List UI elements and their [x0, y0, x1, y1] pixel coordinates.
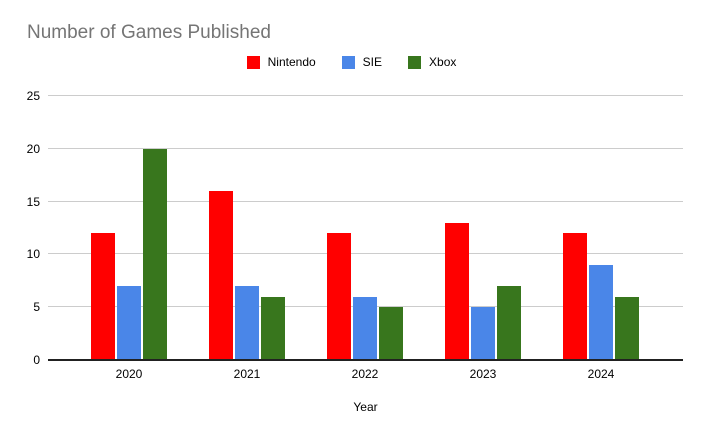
y-tick-label-20: 20: [26, 141, 40, 156]
legend-item-sie[interactable]: SIE: [341, 55, 383, 69]
x-axis-baseline: [48, 359, 683, 361]
gridline-10: [48, 253, 683, 255]
x-tick-label-2021: 2021: [233, 367, 261, 381]
bar-sie-2023[interactable]: [471, 307, 495, 360]
bar-xbox-2021[interactable]: [261, 296, 285, 360]
legend: Nintendo SIE Xbox: [0, 55, 703, 69]
bar-nintendo-2024[interactable]: [563, 233, 587, 360]
legend-label: Nintendo: [267, 55, 316, 69]
bar-sie-2022[interactable]: [353, 296, 377, 360]
x-tick-label-2024: 2024: [587, 367, 615, 381]
y-tick-label-15: 15: [26, 194, 40, 209]
bar-sie-2024[interactable]: [589, 264, 613, 360]
bar-group-2022: [306, 96, 424, 360]
y-tick-label-10: 10: [26, 247, 40, 262]
y-tick-label-5: 5: [33, 300, 40, 315]
x-axis-labels: 2020 2021 2022 2023 2024: [70, 367, 660, 381]
legend-label: Xbox: [429, 55, 457, 69]
bar-group-2020: [70, 96, 188, 360]
gridline-25: [48, 95, 683, 96]
legend-swatch-sie: [341, 55, 355, 69]
legend-label: SIE: [362, 55, 383, 69]
bar-nintendo-2022[interactable]: [327, 233, 351, 360]
bar-xbox-2020[interactable]: [143, 148, 167, 360]
bar-group-2024: [542, 96, 660, 360]
gridline-20: [48, 147, 683, 149]
x-tick-label-2023: 2023: [469, 367, 497, 381]
bar-sie-2021[interactable]: [235, 286, 259, 360]
bars-container: [70, 96, 660, 360]
gridline-15: [48, 200, 683, 202]
y-tick-label-0: 0: [33, 353, 40, 367]
legend-item-nintendo[interactable]: Nintendo: [246, 55, 316, 69]
bar-xbox-2022[interactable]: [379, 307, 403, 360]
y-tick-label-25: 25: [26, 89, 40, 103]
bar-sie-2020[interactable]: [117, 286, 141, 360]
x-tick-label-2022: 2022: [351, 367, 379, 381]
bar-group-2021: [188, 96, 306, 360]
chart-title: Number of Games Published: [27, 22, 271, 43]
bar-nintendo-2021[interactable]: [209, 191, 233, 360]
bar-group-2023: [424, 96, 542, 360]
bar-xbox-2023[interactable]: [497, 286, 521, 360]
x-axis-title: Year: [353, 400, 378, 414]
bar-nintendo-2023[interactable]: [445, 222, 469, 360]
plot-area: [48, 95, 683, 361]
bar-nintendo-2020[interactable]: [91, 233, 115, 360]
legend-swatch-xbox: [408, 55, 422, 69]
bar-xbox-2024[interactable]: [615, 296, 639, 360]
legend-item-xbox[interactable]: Xbox: [408, 55, 456, 69]
x-tick-label-2020: 2020: [115, 367, 143, 381]
legend-swatch-nintendo: [246, 55, 260, 69]
